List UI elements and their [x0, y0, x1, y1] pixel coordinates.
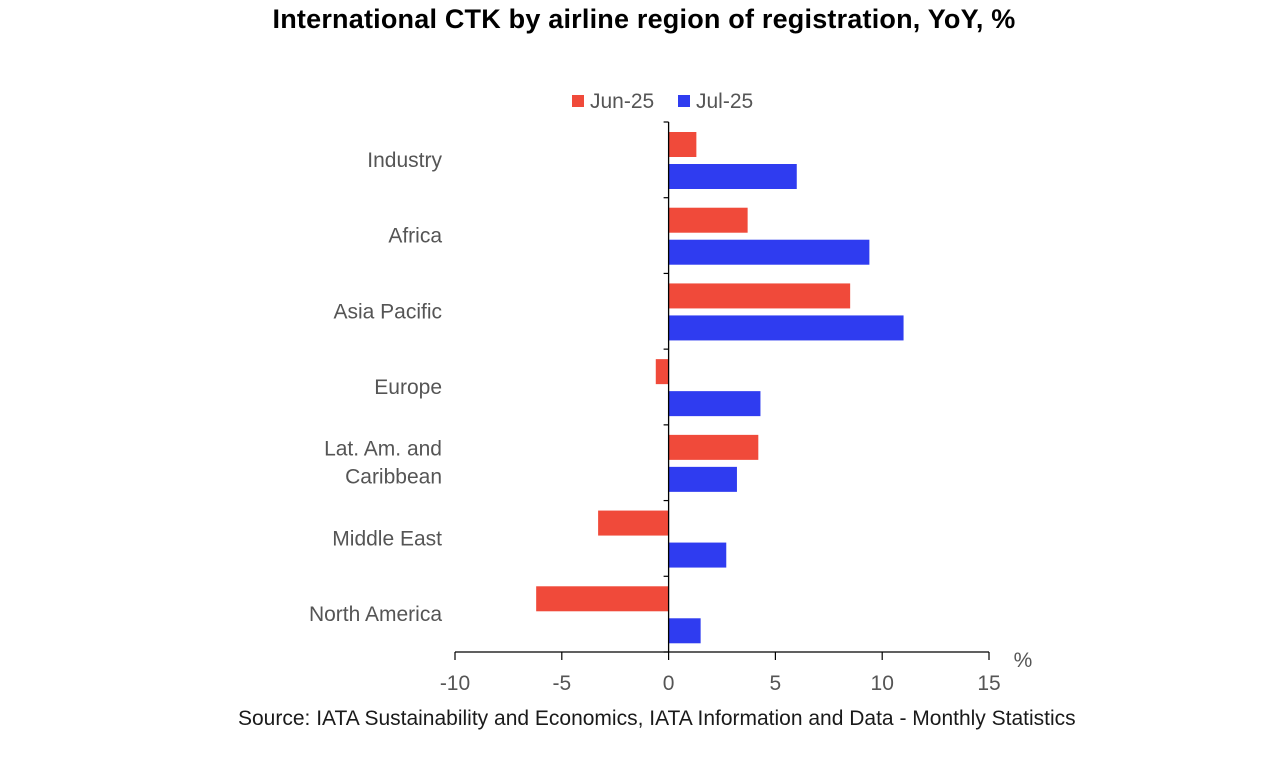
- bar-jun-25-4: [668, 434, 759, 460]
- bar-jul-25-0: [668, 164, 797, 189]
- bar-jul-25-6: [668, 618, 701, 644]
- chart-title: International CTK by airline region of r…: [272, 4, 1016, 34]
- bar-jun-25-0: [668, 132, 697, 157]
- legend-swatch-jun-25: [572, 95, 584, 107]
- x-tick-label: -5: [552, 672, 571, 695]
- chart-source: Source: IATA Sustainability and Economic…: [238, 707, 1076, 730]
- x-tick-label: 0: [663, 672, 675, 695]
- bar-jul-25-3: [668, 391, 761, 417]
- category-label: Lat. Am. and Caribbean: [324, 438, 442, 489]
- category-label: Industry: [367, 149, 442, 172]
- bar-jul-25-4: [668, 466, 737, 492]
- legend-swatch-jul-25: [678, 95, 690, 107]
- bar-chart: Jun-25 Jul-25 -10 -5 0 5 10 15% Industry Africa…: [309, 90, 1033, 695]
- bar-jul-25-5: [668, 542, 727, 568]
- category-labels: Industry Africa Asia Pacific Europe Lat. Am.…: [309, 149, 443, 626]
- axes: -10 -5 0 5 10 15%: [440, 121, 1033, 695]
- category-label: Middle East: [332, 527, 442, 550]
- bar-jun-25-5: [598, 510, 669, 536]
- legend: Jun-25 Jul-25: [572, 90, 753, 113]
- bar-jul-25-2: [668, 315, 904, 341]
- bars: [536, 132, 904, 644]
- bar-jul-25-1: [668, 239, 870, 265]
- bar-jun-25-2: [668, 283, 851, 309]
- bar-jun-25-6: [536, 586, 669, 612]
- legend-label-jul-25: Jul-25: [696, 90, 753, 113]
- x-tick-label: 5: [770, 672, 782, 695]
- legend-label-jun-25: Jun-25: [590, 90, 654, 113]
- bar-jun-25-3: [655, 359, 669, 385]
- category-label: North America: [309, 603, 442, 626]
- category-label: Europe: [374, 376, 442, 399]
- x-unit-label: %: [1014, 649, 1033, 672]
- category-label: Africa: [388, 225, 442, 248]
- category-label: Asia Pacific: [333, 300, 442, 323]
- bar-jun-25-1: [668, 207, 748, 233]
- x-tick-label: 10: [871, 672, 894, 695]
- x-tick-label: 15: [977, 672, 1000, 695]
- x-tick-label: -10: [440, 672, 470, 695]
